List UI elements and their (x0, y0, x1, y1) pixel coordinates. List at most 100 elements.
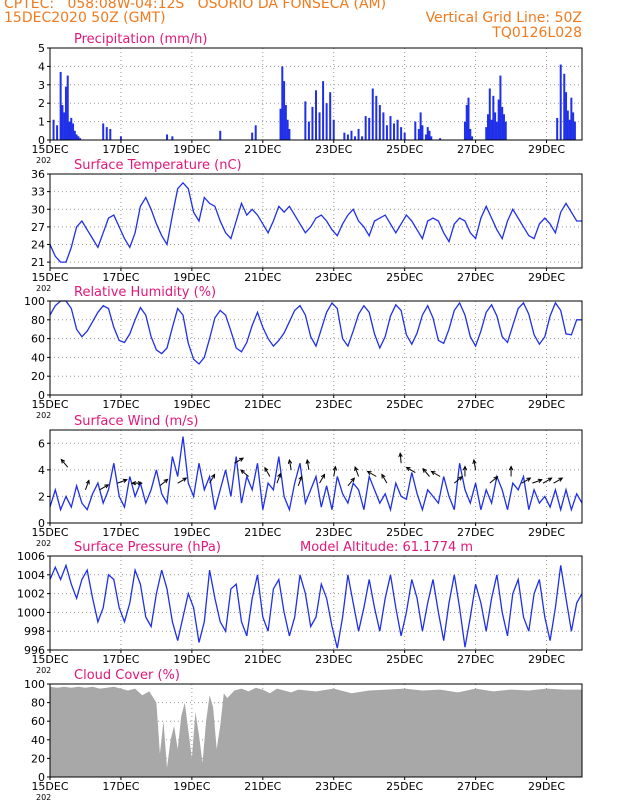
wind-vector (240, 469, 249, 477)
precip-bar (389, 116, 392, 140)
precip-xtick-label: 17DEC (102, 143, 139, 156)
cloud-xtick-label: 25DEC (386, 780, 423, 793)
wind-vector-head (104, 484, 110, 489)
precip-bar (329, 92, 332, 140)
cloud-xtick-label: 27DEC (457, 780, 494, 793)
temp-xtick-label: 21DEC (244, 271, 281, 284)
header-station: CPTEC: 058:08W-04:12S OSORIO DA FONSECA … (4, 0, 387, 12)
pressure-ytick-label: 1000 (17, 606, 45, 619)
precip-bar (283, 81, 286, 140)
temp-x-sublabel: 202 (36, 284, 51, 293)
wind-xtick-label: 19DEC (173, 526, 210, 539)
precip-xtick-label: 19DEC (173, 143, 210, 156)
wind-vector (99, 484, 109, 491)
wind-xtick-label: 17DEC (102, 526, 139, 539)
temp-xtick-label: 27DEC (457, 271, 494, 284)
precip-bar (79, 138, 82, 140)
wind-vector-head (366, 470, 372, 476)
pressure-ytick-label: 1004 (17, 569, 45, 582)
wind-vector-head (537, 478, 543, 483)
precip-bar (251, 132, 254, 140)
precip-xtick-label: 23DEC (315, 143, 352, 156)
wind-vector (177, 477, 187, 484)
wind-ytick-label: 2 (38, 490, 45, 503)
wind-vector (159, 478, 168, 487)
wind-vector-head (122, 478, 128, 483)
cloud-xtick-label: 19DEC (173, 780, 210, 793)
precip-bar (119, 136, 122, 140)
cloud-ytick-label: 40 (31, 734, 45, 747)
rh-ytick-label: 0 (38, 389, 45, 402)
precip-bar (375, 95, 378, 140)
wind-vector (399, 453, 402, 464)
precip-bar (318, 112, 321, 140)
wind-vector-head (211, 473, 216, 479)
rh-ytick-label: 20 (31, 370, 45, 383)
wind-vector (234, 457, 244, 464)
precip-bar (66, 75, 69, 140)
precip-bar (279, 108, 282, 140)
wind-vector-head (60, 458, 66, 464)
wind-vector-head (320, 473, 326, 479)
wind-vector (319, 474, 325, 484)
precip-bar (343, 132, 346, 140)
wind-vector (489, 476, 498, 484)
rh-xtick-label: 17DEC (102, 398, 139, 411)
wind-series-line (49, 436, 583, 513)
precip-bar (495, 121, 498, 140)
precip-bar (556, 117, 559, 140)
precip-xtick-label: 21DEC (244, 143, 281, 156)
precip-bar (64, 86, 67, 140)
precip-xtick-label: 29DEC (528, 143, 565, 156)
rh-xtick-label: 19DEC (173, 398, 210, 411)
precip-bar (430, 136, 433, 140)
wind-vector-head (398, 452, 403, 458)
header-grid-line: Vertical Grid Line: 50Z (425, 10, 582, 26)
precip-bar (56, 125, 59, 140)
wind-vector (532, 479, 542, 484)
header-model: TQ0126L028 (492, 25, 582, 41)
wind-vector (209, 474, 216, 484)
cloud-xtick-label: 15DEC (31, 780, 68, 793)
precip-bar (393, 123, 396, 140)
precip-bar (288, 128, 291, 140)
precip-bar (490, 119, 493, 140)
precip-bar (63, 112, 66, 140)
pressure-xtick-label: 21DEC (244, 653, 281, 666)
rh-title: Relative Humidity (%) (74, 285, 216, 300)
pressure-xtick-label: 29DEC (528, 653, 565, 666)
rh-frame (49, 300, 583, 396)
cloud-xtick-label: 21DEC (244, 780, 281, 793)
wind-xtick-label: 27DEC (457, 526, 494, 539)
wind-vector (542, 477, 552, 484)
rh-ytick-label: 40 (31, 351, 45, 364)
wind-ytick-label: 4 (38, 464, 45, 477)
wind-vector (60, 459, 69, 468)
rh-xtick-label: 23DEC (315, 398, 352, 411)
cloud-ytick-label: 100 (24, 678, 45, 691)
wind-ytick-label: 6 (38, 437, 45, 450)
wind-vector-head (457, 475, 463, 481)
precip-xtick-label: 25DEC (386, 143, 423, 156)
pressure-series-line (49, 563, 583, 649)
precip-bar (105, 127, 108, 140)
precip-bar (350, 130, 353, 140)
cloud-ytick-label: 80 (31, 697, 45, 710)
temp-ytick-label: 33 (31, 186, 45, 199)
rh-x-sublabel: 202 (36, 411, 51, 420)
temp-ytick-label: 36 (31, 168, 45, 181)
rh-ytick-label: 100 (24, 295, 45, 308)
precip-bar (357, 128, 360, 140)
cloud-ytick-label: 20 (31, 752, 45, 765)
wind-xtick-label: 15DEC (31, 526, 68, 539)
precip-bar (286, 119, 289, 140)
wind-vector (354, 466, 360, 477)
pressure-ytick-label: 1006 (17, 550, 45, 563)
wind-xtick-label: 23DEC (315, 526, 352, 539)
cloud-xtick-label: 29DEC (528, 780, 565, 793)
precip-bar (565, 92, 568, 140)
precip-bar (284, 105, 287, 140)
precip-bar (385, 125, 388, 140)
precip-bar (471, 136, 474, 140)
